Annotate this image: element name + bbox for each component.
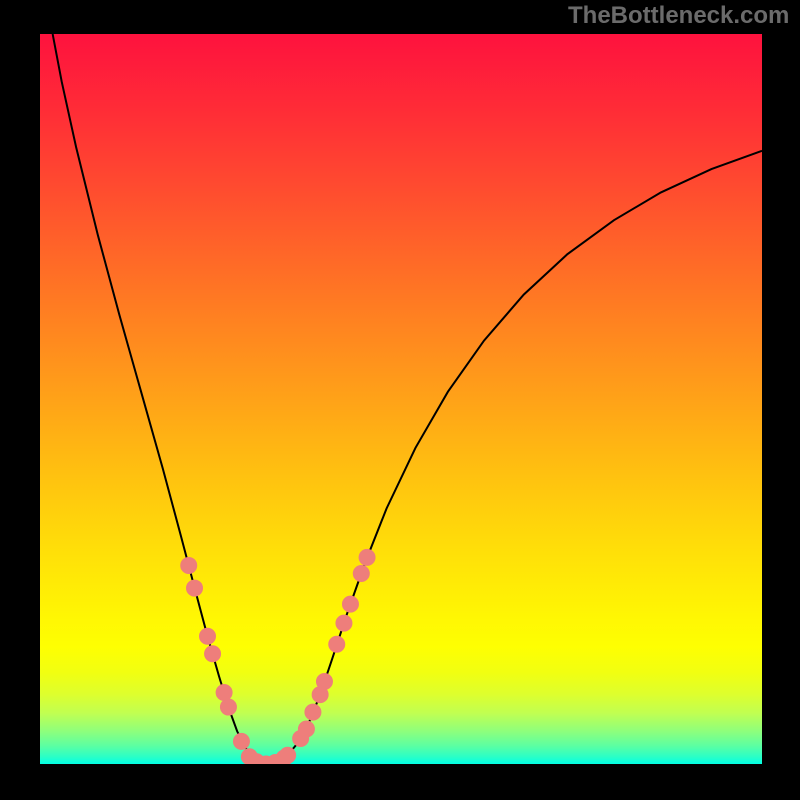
data-marker bbox=[329, 636, 345, 652]
data-marker bbox=[336, 615, 352, 631]
data-marker bbox=[359, 549, 375, 565]
data-marker bbox=[233, 733, 249, 749]
data-marker bbox=[305, 704, 321, 720]
data-marker bbox=[316, 674, 332, 690]
data-marker bbox=[187, 580, 203, 596]
chart-container: TheBottleneck.com bbox=[0, 0, 800, 800]
data-marker bbox=[216, 684, 232, 700]
bottleneck-plot bbox=[40, 34, 762, 764]
data-marker bbox=[220, 699, 236, 715]
data-marker bbox=[353, 565, 369, 581]
data-marker bbox=[280, 747, 296, 763]
data-marker bbox=[205, 646, 221, 662]
watermark-text: TheBottleneck.com bbox=[568, 2, 789, 30]
data-marker bbox=[298, 721, 314, 737]
data-marker bbox=[342, 596, 358, 612]
data-marker bbox=[200, 628, 216, 644]
plot-background bbox=[40, 34, 762, 764]
data-marker bbox=[181, 557, 197, 573]
